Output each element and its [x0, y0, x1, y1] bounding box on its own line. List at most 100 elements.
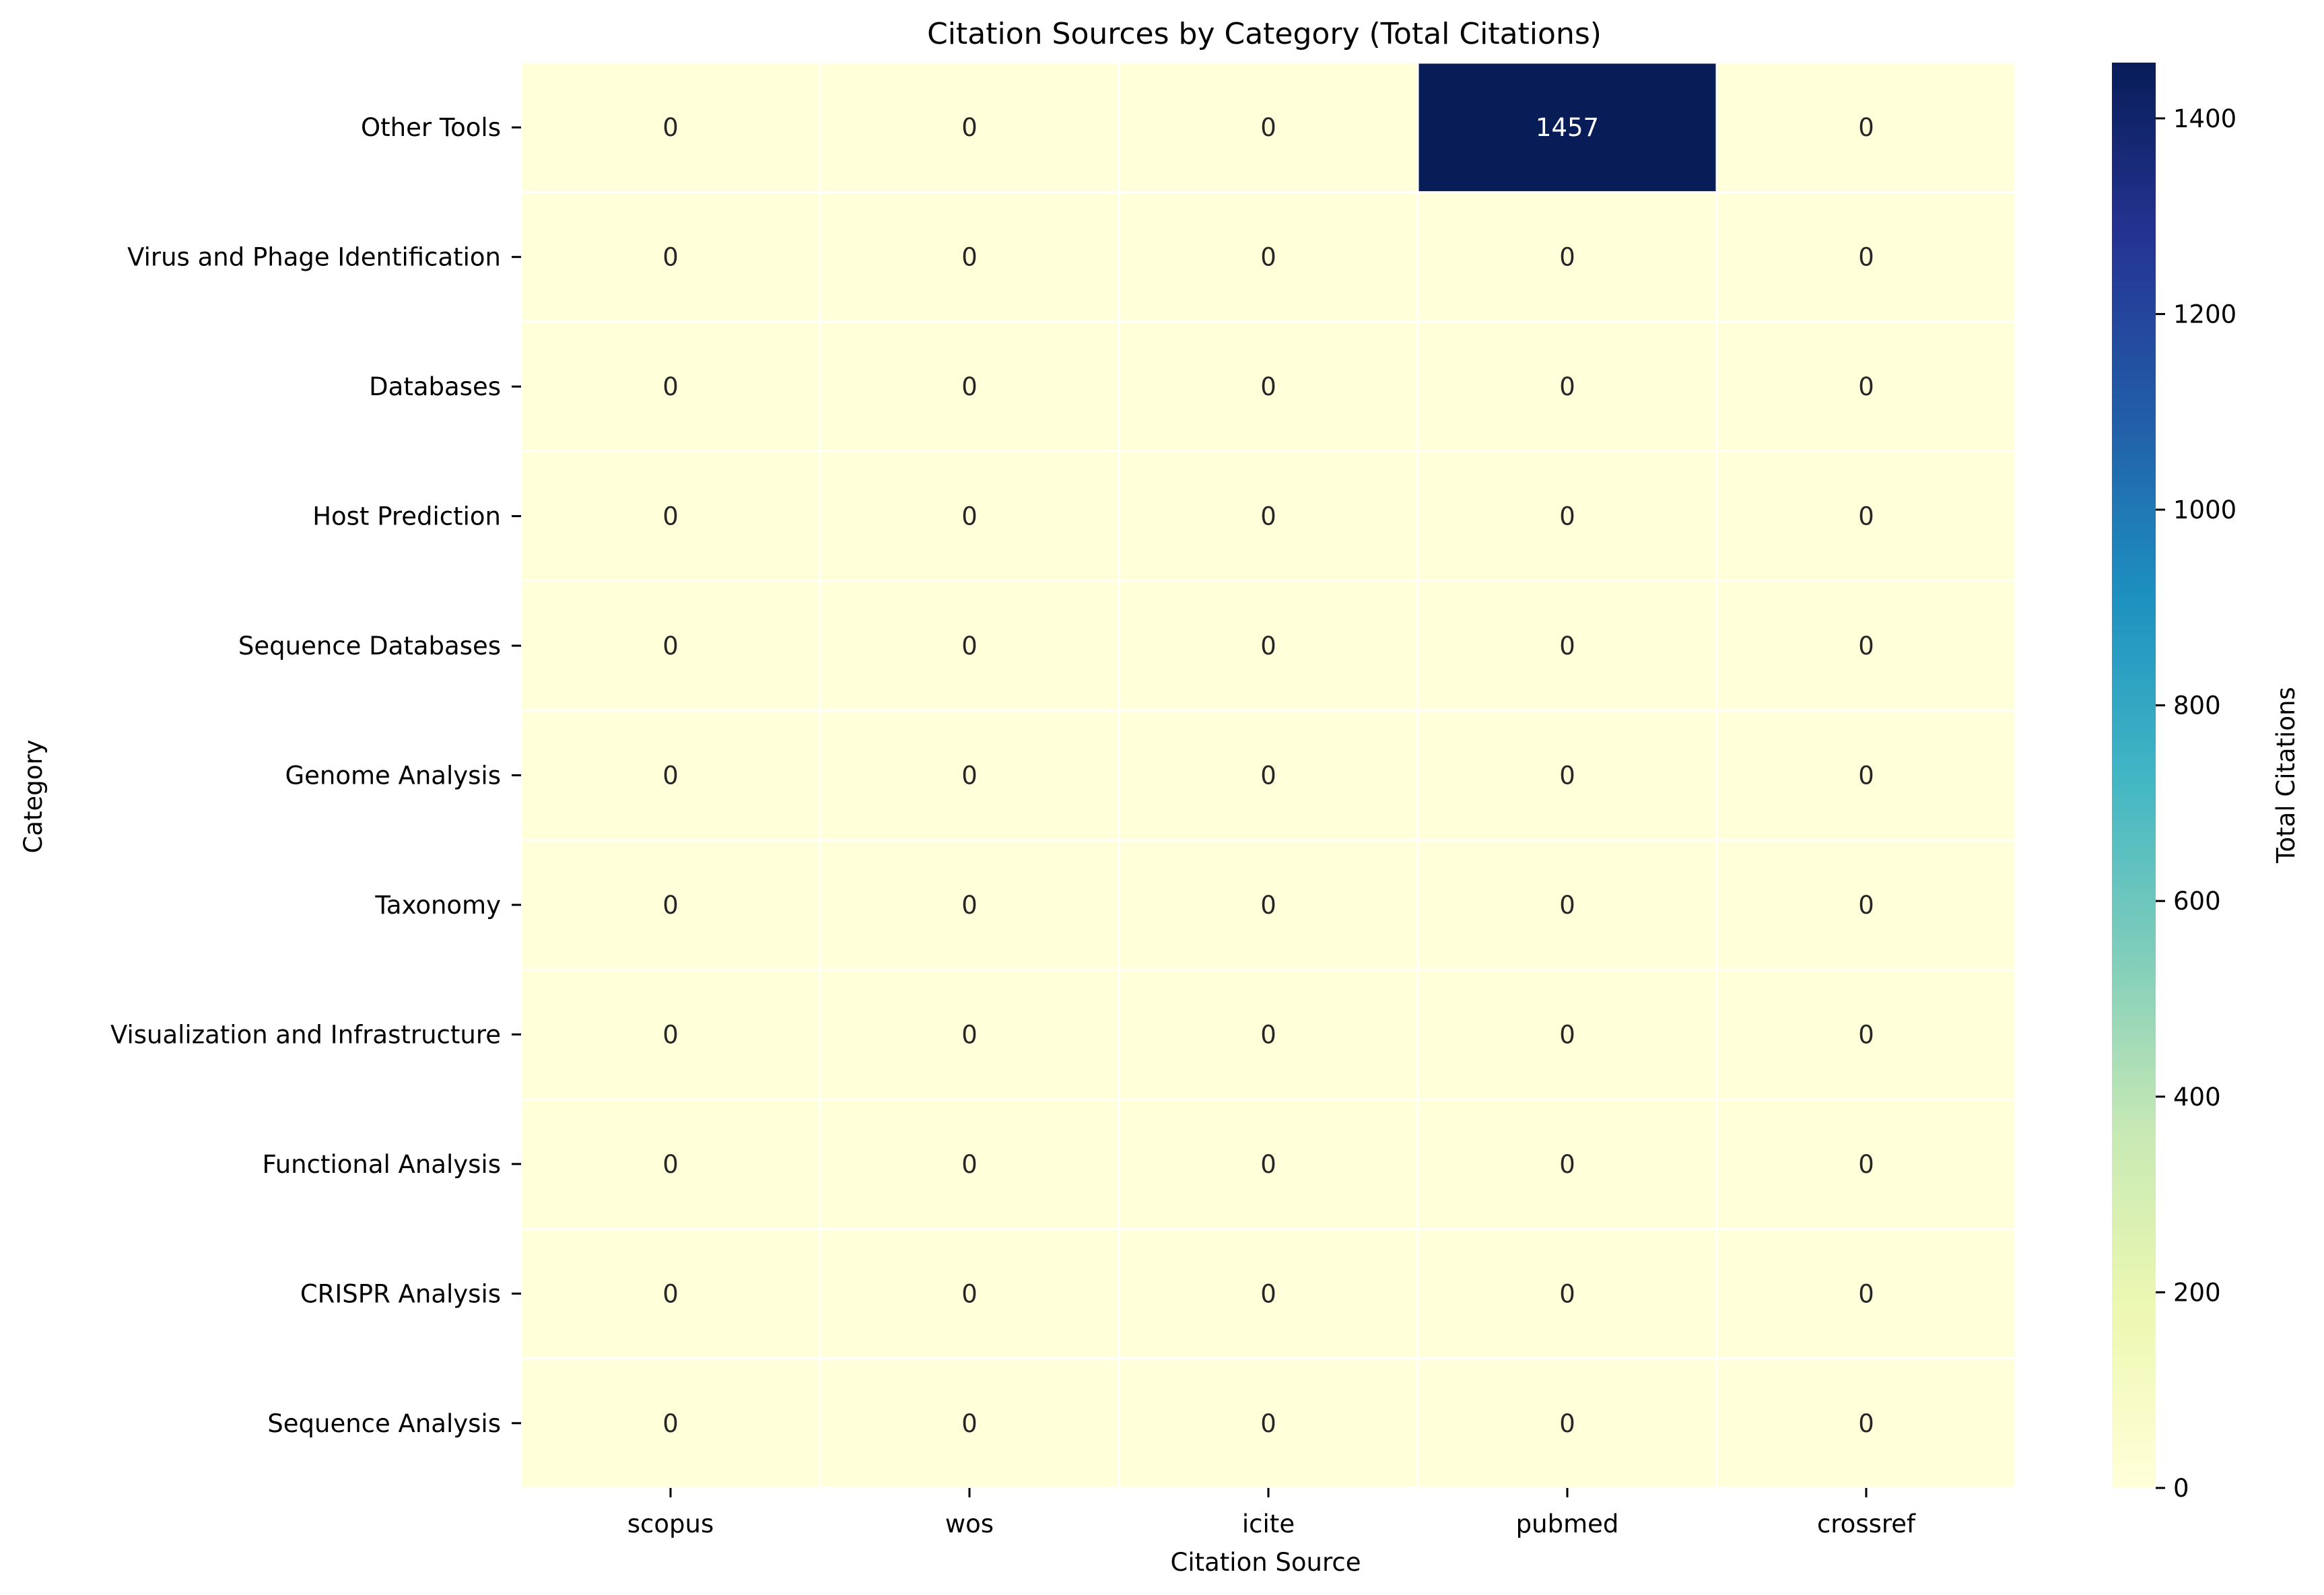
chart-title: Citation Sources by Category (Total Cita…: [927, 17, 1602, 51]
cell-value-label: 0: [662, 372, 679, 401]
cell-value-label: 0: [1559, 502, 1575, 531]
heatmap-cell: [522, 711, 819, 840]
heatmap-cell: [1120, 1359, 1417, 1487]
cell-value-label: 0: [1858, 632, 1874, 660]
heatmap-cell: [821, 582, 1118, 710]
heatmap-cell: [1717, 1229, 2015, 1358]
y-tick-label: Visualization and Infrastructure: [110, 1020, 501, 1049]
heatmap-cell: [821, 970, 1118, 1099]
y-tick-label: Host Prediction: [312, 502, 501, 531]
cell-value-label: 0: [1260, 1409, 1276, 1438]
heatmap-cell: [1717, 63, 2015, 191]
x-tick-label: scopus: [627, 1509, 714, 1538]
cell-value-label: 0: [1559, 372, 1575, 401]
y-tick-label: Databases: [369, 372, 501, 401]
heatmap-cell: [1419, 193, 1716, 321]
heatmap-cell: [1419, 711, 1716, 840]
heatmap-cell: [1717, 841, 2015, 969]
cell-value-label: 0: [662, 1409, 679, 1438]
heatmap-cell: [1120, 193, 1417, 321]
heatmap-cell: [1120, 63, 1417, 191]
cell-value-label: 0: [1559, 891, 1575, 920]
heatmap-cell: [1717, 452, 2015, 580]
heatmap-cell: [1419, 841, 1716, 969]
colorbar-tick-label: 400: [2173, 1083, 2221, 1112]
heatmap-cell: [522, 1359, 819, 1487]
cell-value-label: 0: [961, 891, 978, 920]
y-tick-label: Sequence Analysis: [267, 1409, 501, 1438]
cell-value-label: 0: [1858, 502, 1874, 531]
heatmap-cells: [522, 63, 2015, 1487]
heatmap-cell: [1120, 841, 1417, 969]
heatmap-cell: [1717, 970, 2015, 1099]
heatmap-cell: [1419, 63, 1716, 191]
cell-value-label: 0: [1559, 1279, 1575, 1308]
heatmap-cell: [522, 193, 819, 321]
y-tick-label: Sequence Databases: [238, 632, 501, 660]
heatmap-cell: [1419, 323, 1716, 450]
heatmap-cell: [821, 63, 1118, 191]
x-tick-label: pubmed: [1516, 1509, 1619, 1538]
cell-value-label: 0: [1260, 243, 1276, 272]
x-tick-label: wos: [945, 1509, 994, 1538]
heatmap-cell: [1120, 323, 1417, 450]
heatmap-cell: [821, 1359, 1118, 1487]
heatmap-cell: [522, 582, 819, 710]
heatmap-cell: [1419, 582, 1716, 710]
cell-value-label: 0: [1858, 372, 1874, 401]
heatmap-cell: [1120, 970, 1417, 1099]
heatmap-cell: [522, 1229, 819, 1358]
cell-value-label: 0: [961, 1150, 978, 1179]
cell-value-label: 0: [662, 502, 679, 531]
heatmap-cell: [1717, 193, 2015, 321]
heatmap-cell: [821, 841, 1118, 969]
y-tick-label: Functional Analysis: [262, 1150, 501, 1179]
colorbar-tick-label: 0: [2173, 1474, 2189, 1503]
colorbar-tick-label: 1200: [2173, 300, 2236, 329]
heatmap-cell: [821, 193, 1118, 321]
cell-value-label: 0: [1559, 761, 1575, 790]
heatmap-cell: [1120, 711, 1417, 840]
cell-value-label: 1457: [1536, 113, 1599, 142]
heatmap-cell: [1717, 323, 2015, 450]
y-tick-label: Taxonomy: [374, 891, 501, 920]
cell-value-label: 0: [1260, 502, 1276, 531]
cell-value-label: 0: [961, 761, 978, 790]
heatmap-cell: [821, 1100, 1118, 1228]
cell-value-label: 0: [1260, 632, 1276, 660]
cell-value-label: 0: [662, 1279, 679, 1308]
heatmap-cell: [1419, 452, 1716, 580]
cell-value-label: 0: [961, 1409, 978, 1438]
cell-value-label: 0: [1260, 1150, 1276, 1179]
cell-value-label: 0: [1858, 243, 1874, 272]
cell-value-label: 0: [1858, 113, 1874, 142]
heatmap-cell: [1419, 970, 1716, 1099]
cell-value-label: 0: [662, 761, 679, 790]
cell-value-label: 0: [1260, 372, 1276, 401]
cell-value-label: 0: [1559, 243, 1575, 272]
y-tick-label: Virus and Phage Identification: [127, 243, 501, 272]
heatmap-cell: [522, 1100, 819, 1228]
cell-value-label: 0: [1559, 632, 1575, 660]
cell-value-label: 0: [961, 243, 978, 272]
heatmap-cell: [821, 1229, 1118, 1358]
cell-value-label: 0: [961, 632, 978, 660]
heatmap-cell: [1419, 1100, 1716, 1228]
cell-value-label: 0: [1858, 1150, 1874, 1179]
heatmap-cell: [522, 63, 819, 191]
cell-value-label: 0: [961, 113, 978, 142]
y-tick-label: CRISPR Analysis: [300, 1279, 501, 1308]
heatmap-cell: [1120, 1100, 1417, 1228]
cell-value-label: 0: [662, 632, 679, 660]
heatmap-cell: [522, 841, 819, 969]
heatmap-cell: [1717, 711, 2015, 840]
y-axis-title: Category: [19, 739, 48, 853]
cell-value-label: 0: [1858, 761, 1874, 790]
colorbar-tick-label: 800: [2173, 691, 2221, 720]
cell-value-label: 0: [662, 243, 679, 272]
heatmap-cell: [1717, 1100, 2015, 1228]
cell-value-label: 0: [1260, 891, 1276, 920]
colorbar-tick-label: 200: [2173, 1278, 2221, 1307]
